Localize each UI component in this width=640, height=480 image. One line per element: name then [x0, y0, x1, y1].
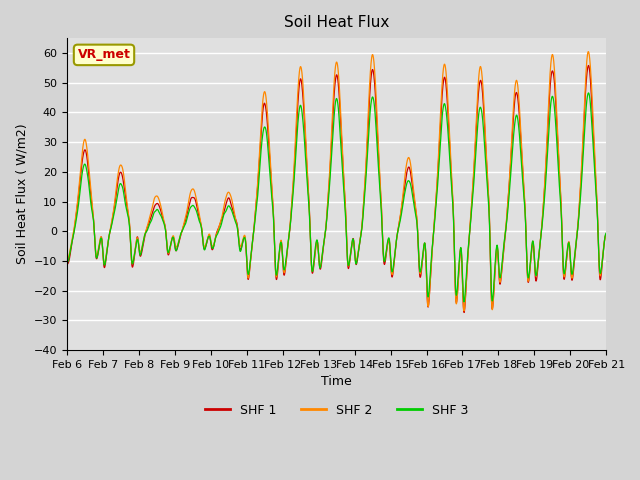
SHF 1 — [460, 310, 468, 315]
SHF 3 — [63, 260, 70, 266]
SHF 2 — [488, 301, 495, 307]
SHF 3 — [488, 293, 495, 299]
SHF 1 — [602, 231, 610, 237]
SHF 2 — [596, 272, 604, 278]
Title: Soil Heat Flux: Soil Heat Flux — [284, 15, 389, 30]
SHF 1 — [63, 262, 70, 267]
SHF 3 — [460, 299, 468, 305]
Text: VR_met: VR_met — [77, 48, 131, 61]
SHF 1 — [520, 189, 528, 194]
SHF 2 — [584, 49, 592, 55]
SHF 3 — [406, 179, 413, 184]
SHF 2 — [453, 296, 461, 301]
SHF 1 — [453, 295, 461, 300]
Y-axis label: Soil Heat Flux ( W/m2): Soil Heat Flux ( W/m2) — [15, 124, 28, 264]
SHF 2 — [520, 186, 528, 192]
SHF 3 — [173, 245, 181, 251]
SHF 2 — [63, 258, 70, 264]
SHF 1 — [406, 165, 413, 171]
SHF 2 — [602, 231, 610, 237]
SHF 1 — [173, 246, 181, 252]
SHF 3 — [585, 90, 593, 96]
SHF 3 — [453, 288, 461, 294]
Legend: SHF 1, SHF 2, SHF 3: SHF 1, SHF 2, SHF 3 — [200, 399, 474, 422]
SHF 2 — [460, 308, 468, 314]
SHF 3 — [602, 230, 610, 236]
SHF 2 — [173, 243, 181, 249]
SHF 1 — [585, 62, 593, 68]
SHF 3 — [520, 194, 528, 200]
SHF 2 — [406, 156, 413, 162]
Line: SHF 2: SHF 2 — [67, 52, 606, 311]
SHF 3 — [596, 270, 604, 276]
Line: SHF 1: SHF 1 — [67, 65, 606, 312]
SHF 1 — [596, 276, 604, 282]
Line: SHF 3: SHF 3 — [67, 93, 606, 302]
X-axis label: Time: Time — [321, 375, 352, 388]
SHF 1 — [488, 301, 495, 307]
